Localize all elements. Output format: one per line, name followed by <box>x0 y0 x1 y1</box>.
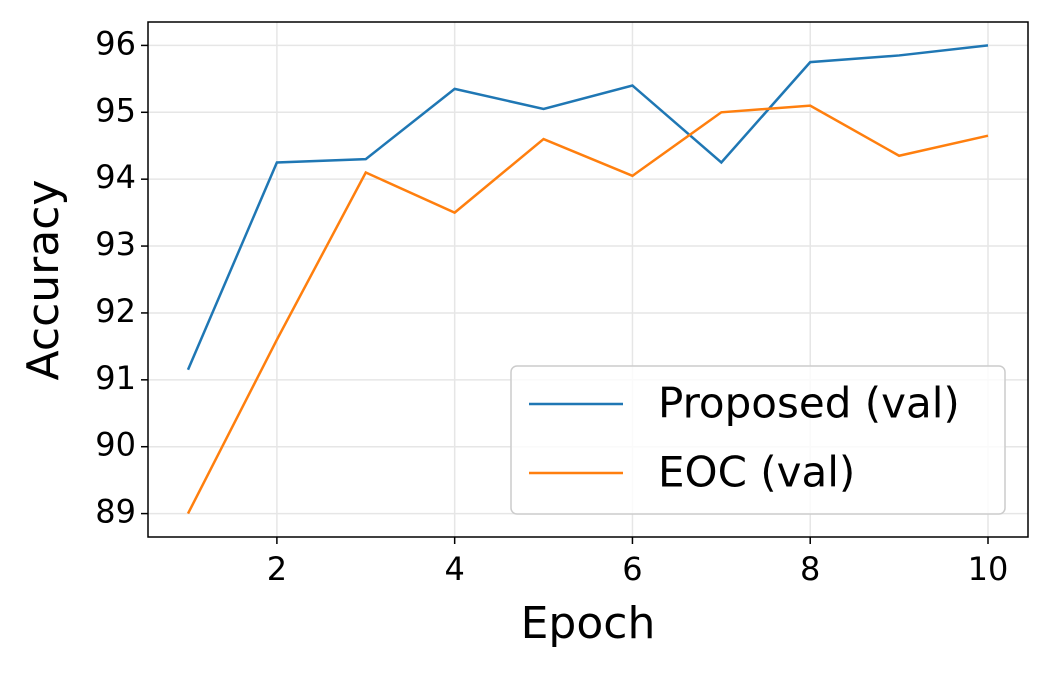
y-tick-label: 90 <box>95 426 136 464</box>
y-tick-label: 94 <box>95 158 136 196</box>
x-tick-label: 2 <box>267 550 287 588</box>
y-tick-label: 91 <box>95 359 136 397</box>
plot-frame <box>147 21 1029 538</box>
data-line <box>186 44 989 371</box>
x-tick-label: 10 <box>968 550 1009 588</box>
x-tick-label: 8 <box>800 550 820 588</box>
x-tick-label: 4 <box>444 550 464 588</box>
y-tick-label: 95 <box>95 91 136 129</box>
y-tick-label: 92 <box>95 292 136 330</box>
legend-box <box>510 365 1006 515</box>
x-axis-label: Epoch <box>521 598 656 649</box>
x-tick-label: 6 <box>622 550 642 588</box>
y-tick-label: 93 <box>95 225 136 263</box>
y-tick-label: 89 <box>95 493 136 531</box>
y-axis-label: Accuracy <box>18 180 69 381</box>
legend-label: Proposed (val) <box>658 379 960 428</box>
legend-label: EOC (val) <box>658 448 855 497</box>
legend: Proposed (val) EOC (val) <box>510 365 1006 515</box>
data-line <box>186 104 989 515</box>
y-tick-label: 96 <box>95 24 136 62</box>
